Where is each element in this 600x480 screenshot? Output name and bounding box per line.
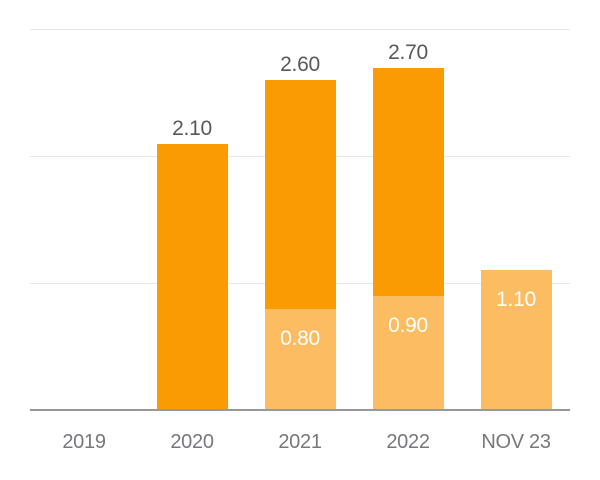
bar-slot-2021: 0.80 2.60 xyxy=(246,0,354,411)
bar-total-label-2021: 2.60 xyxy=(280,53,320,77)
x-axis-label-2019: 2019 xyxy=(62,431,106,453)
plot-area: 2.10 0.80 2.60 0.90 2.70 1.10 xyxy=(30,0,570,411)
bar-segment-nov-23-light-orange: 1.10 xyxy=(480,270,552,410)
bar-segment-label-2022: 0.90 xyxy=(388,313,428,337)
x-axis-label-2020: 2020 xyxy=(170,431,214,453)
bar-segment-2022-dark-orange xyxy=(372,67,444,296)
gridline-3 xyxy=(30,29,570,31)
x-axis-label-nov-23: NOV 23 xyxy=(481,431,551,453)
x-axis-line xyxy=(30,409,570,411)
x-axis-label-2021: 2021 xyxy=(278,431,322,453)
x-axis-labels: 2019 2020 2021 2022 NOV 23 xyxy=(30,430,570,454)
bar-segment-2022-light-orange: 0.90 xyxy=(372,295,444,410)
x-axis-label-2022: 2022 xyxy=(386,431,430,453)
bar-segment-2020-dark-orange xyxy=(156,143,228,410)
bar-segment-2021-light-orange: 0.80 xyxy=(264,308,336,410)
bar-slot-2020: 2.10 xyxy=(138,0,246,411)
bar-segment-label-2021: 0.80 xyxy=(280,326,320,350)
bar-segment-label-nov-23: 1.10 xyxy=(496,288,536,312)
bar-total-label-2022: 2.70 xyxy=(388,40,428,64)
bar-slot-2022: 0.90 2.70 xyxy=(354,0,462,411)
bar-segment-2021-dark-orange xyxy=(264,80,336,309)
bar-slot-nov-23: 1.10 xyxy=(462,0,570,411)
bar-slot-2019 xyxy=(30,0,138,411)
bar-total-label-2020: 2.10 xyxy=(172,116,212,140)
